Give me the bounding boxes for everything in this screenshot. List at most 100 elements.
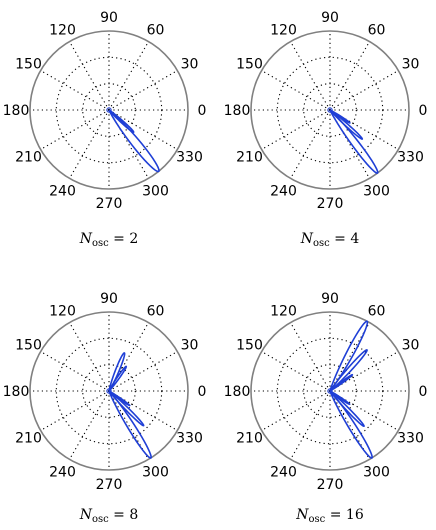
radiation-lobe-0-1 [108, 390, 145, 427]
grid-spoke-240 [290, 109, 331, 179]
grid-circle-1 [82, 83, 136, 137]
grid-spoke-120 [290, 322, 331, 392]
grid-spoke-240 [290, 390, 331, 460]
polar-panel-n2: 0 30 60 90 120 150 180 210 240 270 300 330 Nosc = 2 [3, 10, 207, 249]
angle-tick-label-30: 30 [402, 57, 420, 73]
radiation-lobe-0-1 [108, 109, 135, 134]
angle-tick-label-90: 90 [321, 10, 339, 26]
caption-subscript: osc [92, 514, 109, 525]
caption-value: = 4 [330, 231, 360, 247]
caption-symbol: N [79, 507, 93, 523]
angle-tick-label-120: 120 [49, 304, 76, 320]
angle-tick-label-180: 180 [224, 384, 251, 400]
angle-tick-label-0: 0 [198, 384, 207, 400]
grid-spoke-150 [40, 351, 110, 392]
origin-marker [106, 107, 112, 113]
radiation-lobe-0-0 [329, 109, 379, 174]
origin-marker [106, 388, 112, 394]
grid-spoke-120 [69, 41, 110, 111]
caption-value: = 16 [325, 507, 364, 523]
caption-value: = 8 [109, 507, 139, 523]
radiation-lobe-0-1 [329, 390, 365, 428]
grid-circle-2 [55, 337, 163, 445]
angle-tick-label-330: 330 [397, 431, 424, 447]
panel-caption: Nosc = 16 [295, 507, 364, 525]
grid-spoke-150 [261, 70, 331, 111]
angle-tick-label-30: 30 [181, 57, 199, 73]
caption-subscript: osc [309, 514, 326, 525]
outer-circle [250, 30, 410, 190]
grid-spoke-240 [69, 109, 110, 179]
angle-tick-label-210: 210 [236, 431, 263, 447]
radiation-lobe-0-0 [329, 390, 373, 459]
grid-spoke-210 [40, 390, 110, 431]
grid-spoke-120 [69, 322, 110, 392]
grid-spoke-150 [40, 70, 110, 111]
angle-tick-label-150: 150 [236, 338, 263, 354]
angle-tick-label-330: 330 [176, 150, 203, 166]
angle-tick-label-60: 60 [147, 23, 165, 39]
grid-spoke-60 [108, 41, 149, 111]
angle-tick-label-150: 150 [15, 57, 42, 73]
angle-tick-label-300: 300 [363, 465, 390, 481]
grid-circle-1 [303, 83, 357, 137]
angle-tick-label-90: 90 [321, 291, 339, 307]
angle-tick-label-270: 270 [96, 477, 123, 493]
caption-symbol: N [295, 507, 309, 523]
angle-tick-label-120: 120 [49, 23, 76, 39]
grid-spoke-210 [261, 109, 331, 150]
grid-spoke-150 [261, 351, 331, 392]
radiation-lobe-0-4 [108, 365, 128, 392]
angle-tick-label-300: 300 [142, 184, 169, 200]
panel-caption: Nosc = 4 [300, 231, 360, 249]
grid-spoke-210 [261, 390, 331, 431]
angle-tick-label-240: 240 [49, 465, 76, 481]
grid-spoke-240 [69, 390, 110, 460]
angle-tick-label-330: 330 [397, 150, 424, 166]
grid-spoke-120 [290, 41, 331, 111]
angle-tick-label-60: 60 [368, 23, 386, 39]
angle-tick-label-300: 300 [142, 465, 169, 481]
angle-tick-label-90: 90 [100, 291, 118, 307]
polar-panel-n4: 0 30 60 90 120 150 180 210 240 270 300 330 Nosc = 4 [224, 10, 428, 249]
angle-tick-label-0: 0 [198, 103, 207, 119]
angle-tick-label-240: 240 [49, 184, 76, 200]
angle-tick-label-210: 210 [15, 150, 42, 166]
angle-tick-label-150: 150 [236, 57, 263, 73]
radiation-lobe-0-3 [329, 320, 369, 392]
radiation-lobe-0-0 [108, 390, 152, 459]
origin-marker [327, 107, 333, 113]
angle-tick-label-240: 240 [270, 465, 297, 481]
angle-tick-label-150: 150 [15, 338, 42, 354]
grid-spoke-60 [329, 41, 370, 111]
grid-circle-2 [276, 56, 384, 164]
angle-tick-label-30: 30 [402, 338, 420, 354]
polar-panel-n8: 0 30 60 90 120 150 180 210 240 270 300 330 Nosc = 8 [3, 291, 207, 525]
panel-caption: Nosc = 2 [79, 231, 139, 249]
polar-panel-n16: 0 30 60 90 120 150 180 210 240 270 300 330 Nosc = 16 [224, 291, 428, 525]
grid-circle-2 [55, 56, 163, 164]
grid-spoke-30 [329, 70, 399, 111]
angle-tick-label-180: 180 [3, 384, 30, 400]
angle-tick-label-210: 210 [15, 431, 42, 447]
grid-circle-1 [303, 364, 357, 418]
grid-spoke-30 [108, 70, 178, 111]
angle-tick-label-300: 300 [363, 184, 390, 200]
radiation-lobe-0-3 [108, 352, 126, 392]
caption-symbol: N [300, 231, 314, 247]
angle-tick-label-120: 120 [270, 304, 297, 320]
panel-caption: Nosc = 8 [79, 507, 139, 525]
angle-tick-label-180: 180 [224, 103, 251, 119]
angle-tick-label-270: 270 [96, 196, 123, 212]
caption-value: = 2 [109, 231, 139, 247]
angle-tick-label-270: 270 [317, 196, 344, 212]
grid-spoke-210 [40, 109, 110, 150]
grid-spoke-330 [108, 109, 178, 150]
origin-marker [327, 388, 333, 394]
angle-tick-label-30: 30 [181, 338, 199, 354]
caption-symbol: N [79, 231, 93, 247]
angle-tick-label-210: 210 [236, 150, 263, 166]
outer-circle [250, 311, 410, 471]
grid-circle-2 [276, 337, 384, 445]
